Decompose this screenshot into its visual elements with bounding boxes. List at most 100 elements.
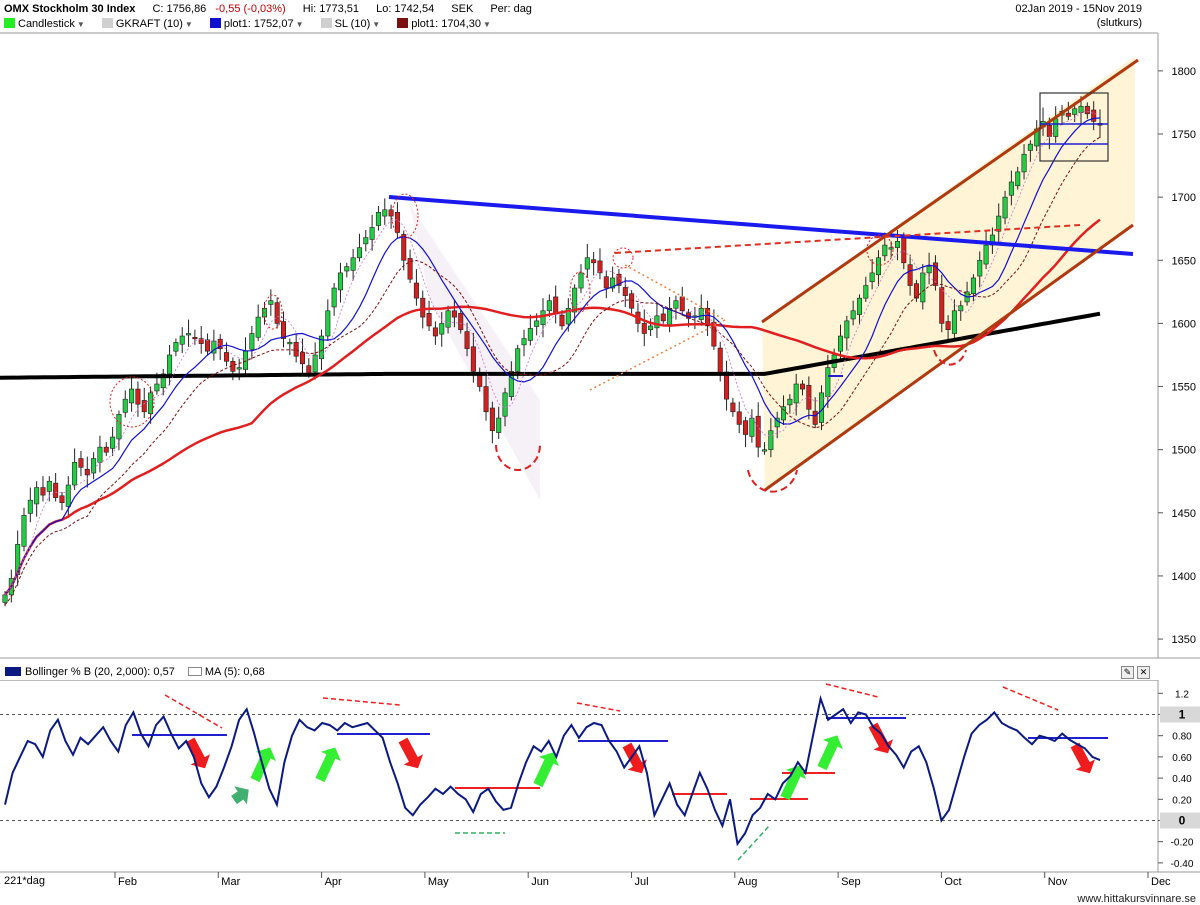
candle: [1078, 105, 1084, 113]
dotted-orange-line-2: [624, 264, 726, 321]
legend-swatch: [397, 18, 409, 28]
candle: [179, 335, 185, 345]
candle: [1046, 124, 1052, 137]
arrow-shape: [398, 737, 424, 769]
candle: [122, 398, 128, 413]
indicator-tick-label: 1.2: [1175, 689, 1189, 700]
price-tick-label: 1750: [1172, 129, 1196, 141]
index-title: OMX Stockholm 30 Index: [4, 3, 136, 15]
candle: [59, 495, 65, 503]
dropdown-arrow-icon: ▼: [482, 20, 491, 29]
candle: [464, 331, 470, 349]
candle: [749, 417, 755, 437]
price-tick-label: 1400: [1172, 571, 1196, 583]
positive-divergence-arrows: [455, 824, 771, 861]
candle: [907, 264, 913, 286]
candle: [736, 411, 742, 425]
indicator-title: Bollinger % B (20, 2,000): 0,57: [25, 666, 175, 678]
candle: [1002, 196, 1008, 219]
ma-swatch: [187, 667, 202, 676]
candle: [388, 209, 394, 217]
candle: [1084, 105, 1090, 115]
candle: [869, 272, 875, 283]
candle: [470, 346, 476, 372]
candle: [825, 367, 831, 397]
arrow-shape: [1070, 742, 1096, 774]
price-tick-label: 1800: [1172, 66, 1196, 78]
sell-arrow: [1070, 742, 1096, 774]
divergence-arrow: [576, 702, 621, 712]
candle: [205, 339, 211, 352]
price-tick-label: 1450: [1172, 508, 1196, 520]
tick-highlight: [1160, 706, 1200, 723]
candle: [236, 367, 242, 370]
candle: [401, 234, 407, 261]
indicator-chart[interactable]: -0.40 -0.20 0 0.20 0.40 0.60 0.80 1 1.2 Feb Mar Ap…: [0, 680, 1200, 905]
candle: [350, 257, 356, 271]
candle: [53, 482, 59, 498]
dotted-orange-line: [589, 319, 726, 391]
candle: [534, 320, 540, 327]
overlay-lines: [0, 110, 1101, 606]
candle: [540, 310, 546, 325]
candle: [901, 237, 907, 264]
chart-header: OMX Stockholm 30 Index C: 1756,86 -0,55 …: [4, 2, 546, 17]
candle: [356, 247, 362, 259]
candle: [913, 283, 919, 299]
highlight-circle: [612, 247, 634, 269]
candle: [920, 272, 926, 303]
high-value: Hi: 1773,51: [302, 3, 360, 15]
arrow-shape: [817, 735, 843, 771]
candle: [420, 297, 426, 318]
candle: [730, 402, 736, 413]
candle: [546, 300, 552, 312]
candle: [426, 313, 432, 327]
wrench-icon: ✎: [1123, 667, 1132, 677]
candle: [211, 340, 217, 354]
buy-arrow: [315, 747, 341, 783]
divergence-arrow: [825, 683, 879, 698]
month-label: Jun: [531, 876, 549, 888]
candle: [932, 262, 938, 286]
candle: [34, 487, 40, 505]
candle: [268, 300, 274, 305]
legend-sl[interactable]: SL (10) ▼: [320, 18, 380, 30]
candle: [508, 371, 514, 397]
candle: [1053, 118, 1059, 137]
candle: [711, 321, 717, 347]
legend-plot1-blue[interactable]: plot1: 1752,07 ▼: [209, 18, 304, 30]
plot1-brown-line: [4, 136, 1101, 606]
candle: [413, 282, 419, 299]
indicator-close-button[interactable]: ✕: [1137, 666, 1150, 679]
price-axis: 1350 1400 1450 1500 1550 1600 1650 1700 1750 1800: [1158, 66, 1196, 646]
candle: [439, 323, 445, 335]
candle: [502, 392, 508, 417]
indicator-settings-button[interactable]: ✎: [1121, 666, 1134, 679]
candle: [565, 307, 571, 325]
candle: [344, 266, 350, 272]
reference-lines: [0, 713, 1158, 821]
legend-gkraft[interactable]: GKRAFT (10) ▼: [101, 18, 193, 30]
arrow-shape: [622, 742, 648, 774]
candle: [616, 273, 622, 286]
candle: [2, 594, 8, 603]
candle: [648, 325, 654, 331]
indicator-tick-label: 0.40: [1172, 774, 1192, 785]
legend-plot1-brown[interactable]: plot1: 1704,30 ▼: [397, 18, 491, 30]
candle: [717, 347, 723, 375]
candle: [173, 342, 179, 352]
price-chart[interactable]: 1350 1400 1450 1500 1550 1600 1650 1700 1750 1800: [0, 0, 1200, 660]
legend-candlestick[interactable]: Candlestick ▼: [4, 18, 85, 30]
candle: [97, 446, 103, 463]
indicator-tick-label: 0.20: [1172, 795, 1192, 806]
candle: [958, 305, 964, 312]
indicator-tick-label: -0.20: [1171, 838, 1194, 849]
candle: [1015, 171, 1021, 187]
divergence-arrow: [322, 697, 401, 706]
candle: [325, 310, 331, 337]
ma-label: MA (5): 0,68: [204, 666, 265, 678]
candle: [977, 259, 983, 277]
arrow-shape: [533, 752, 559, 788]
divergence-arrow: [164, 694, 223, 729]
sell-arrow: [185, 737, 211, 769]
